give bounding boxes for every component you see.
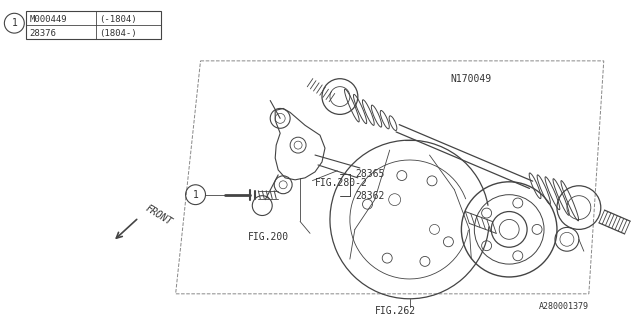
Text: 28376: 28376 xyxy=(29,28,56,38)
Text: FIG.262: FIG.262 xyxy=(375,306,416,316)
Text: 1: 1 xyxy=(12,18,17,28)
Text: 28365: 28365 xyxy=(355,169,385,179)
Text: (-1804): (-1804) xyxy=(99,15,136,24)
Text: N170049: N170049 xyxy=(451,74,492,84)
Text: FIG.280-2: FIG.280-2 xyxy=(314,178,367,188)
Text: M000449: M000449 xyxy=(29,15,67,24)
Text: FIG.200: FIG.200 xyxy=(248,232,289,242)
Text: A280001379: A280001379 xyxy=(539,302,589,311)
Bar xyxy=(26,11,161,39)
Text: FRONT: FRONT xyxy=(143,203,173,228)
Text: 1: 1 xyxy=(193,190,198,200)
Text: (1804-): (1804-) xyxy=(99,28,136,38)
Text: 28362: 28362 xyxy=(355,191,385,202)
